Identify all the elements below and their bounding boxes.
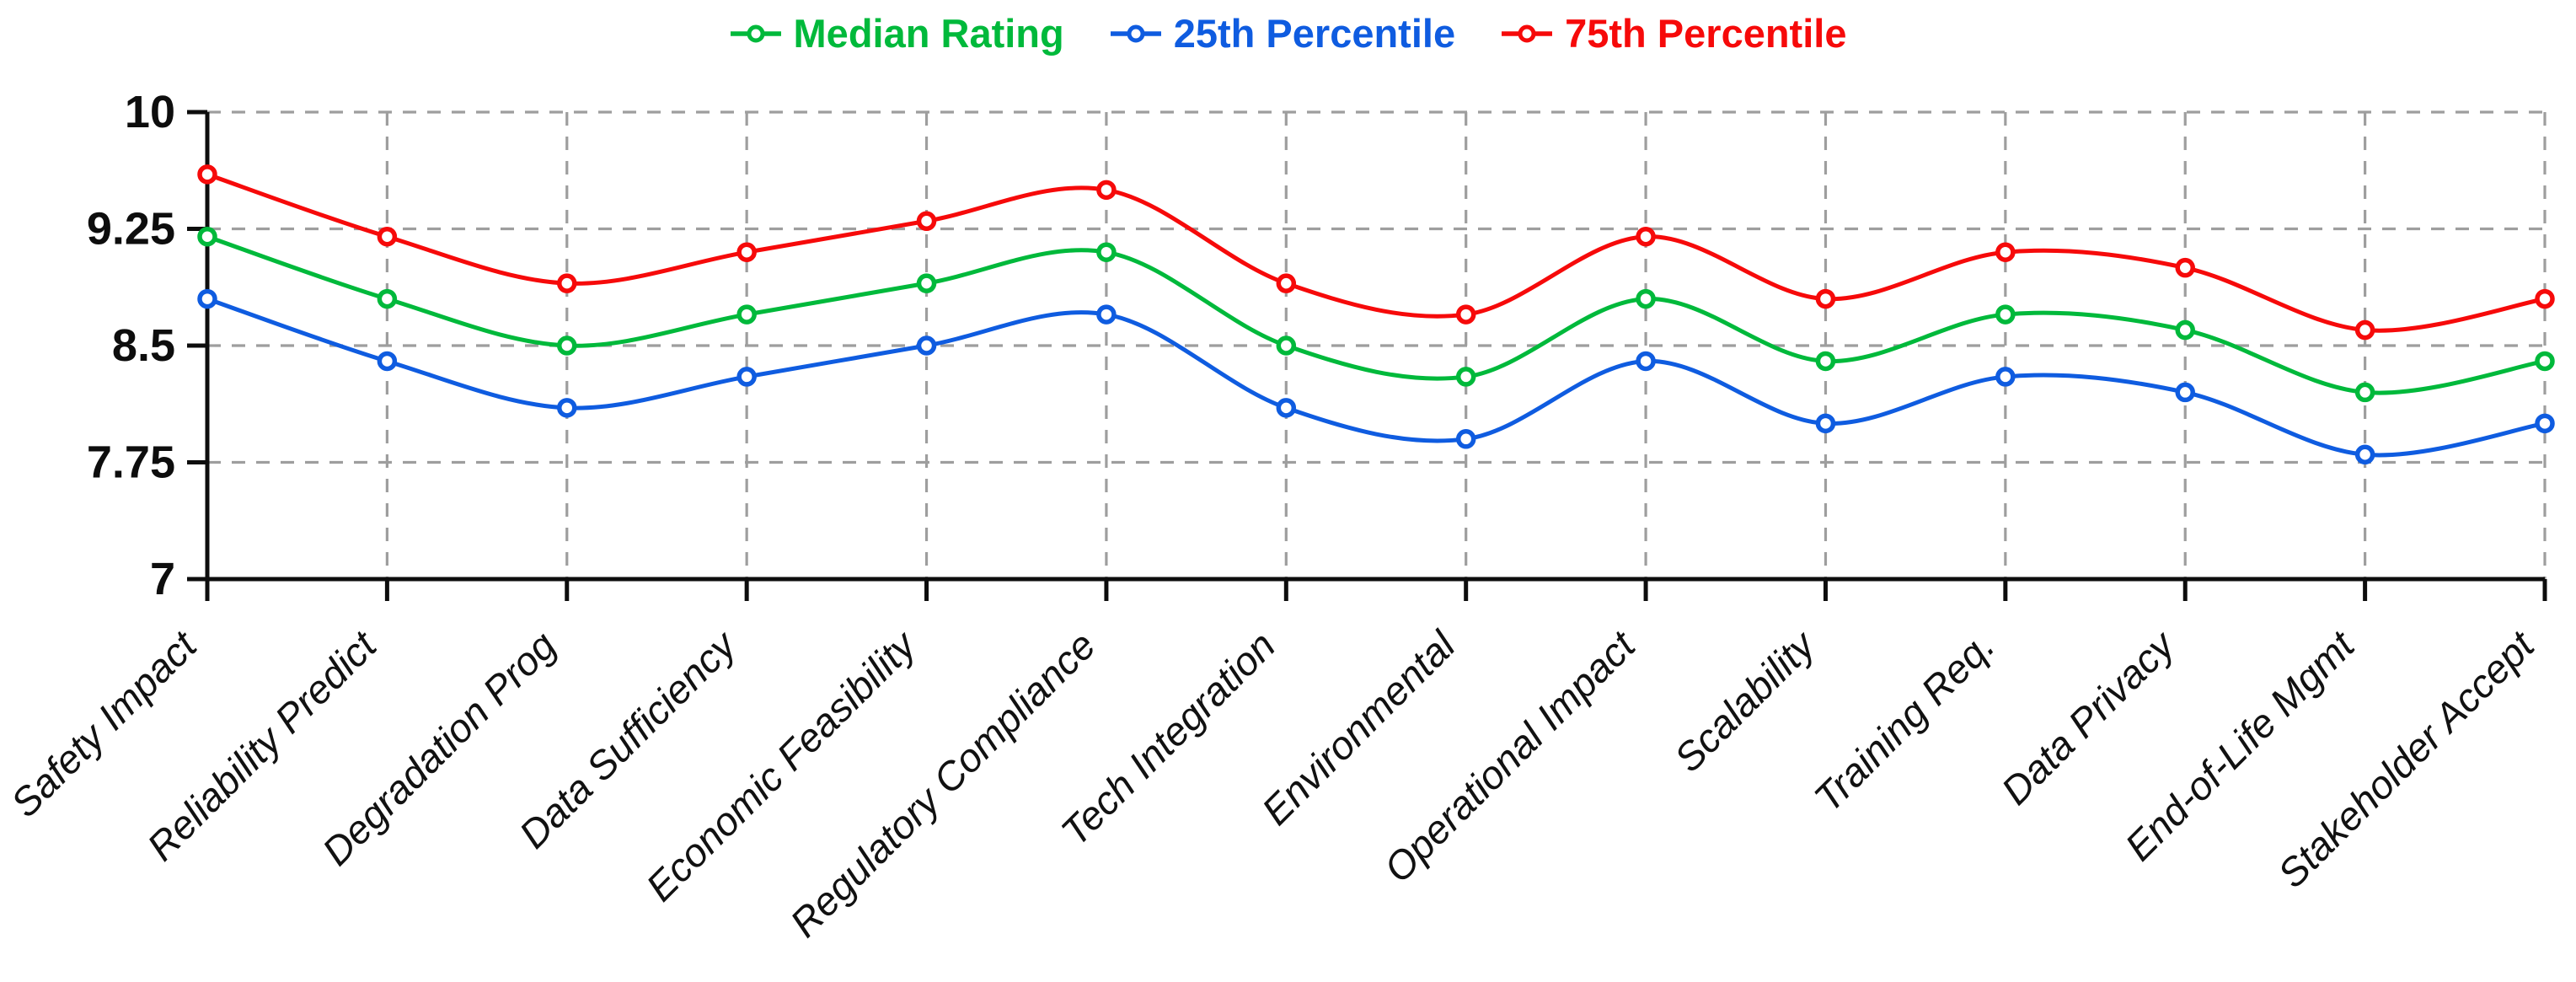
- marker-25th-percentile-11: [2175, 382, 2195, 403]
- series-line-25th-percentile: [205, 297, 2547, 458]
- marker-75th-percentile-2: [557, 273, 577, 293]
- y-tick-label: 7: [150, 554, 175, 604]
- marker-25th-percentile-3: [736, 367, 757, 387]
- marker-median-rating-9: [1815, 351, 1836, 372]
- legend-marker-75th-percentile-icon: [1501, 24, 1553, 44]
- marker-75th-percentile-1: [377, 226, 398, 247]
- marker-25th-percentile-12: [2354, 444, 2375, 465]
- series-line-median-rating: [205, 234, 2547, 395]
- legend-marker-25th-percentile-icon: [1110, 24, 1162, 44]
- marker-25th-percentile-8: [1636, 351, 1656, 372]
- marker-25th-percentile-5: [1096, 304, 1117, 325]
- marker-median-rating-10: [1995, 304, 2016, 325]
- marker-75th-percentile-0: [197, 164, 217, 185]
- marker-75th-percentile-11: [2175, 257, 2195, 278]
- x-tick-label-regulatory-compliance: Regulatory Compliance: [781, 623, 1104, 946]
- marker-75th-percentile-6: [1276, 273, 1297, 293]
- legend-marker-median-rating-icon: [730, 24, 782, 44]
- x-tick-label-scalability: Scalability: [1665, 621, 1824, 781]
- marker-75th-percentile-9: [1815, 288, 1836, 309]
- legend-item-75th-percentile: 75th Percentile: [1501, 12, 1846, 56]
- marker-median-rating-13: [2535, 351, 2555, 372]
- marker-median-rating-0: [197, 226, 217, 247]
- marker-25th-percentile-6: [1276, 398, 1297, 418]
- series-25th-percentile: [197, 288, 2555, 465]
- legend-item-25th-percentile: 25th Percentile: [1110, 12, 1455, 56]
- marker-median-rating-2: [557, 335, 577, 356]
- x-tick-label-data-privacy: Data Privacy: [1992, 621, 2184, 813]
- marker-75th-percentile-13: [2535, 288, 2555, 309]
- series-75th-percentile: [197, 164, 2555, 341]
- grid-lines: [207, 110, 2547, 579]
- marker-75th-percentile-5: [1096, 180, 1117, 201]
- marker-median-rating-8: [1636, 288, 1656, 309]
- marker-median-rating-6: [1276, 335, 1297, 356]
- marker-25th-percentile-1: [377, 351, 398, 372]
- marker-75th-percentile-8: [1636, 226, 1656, 247]
- legend-label: 75th Percentile: [1565, 11, 1847, 56]
- series-median-rating: [197, 226, 2555, 403]
- x-tick-label-safety-impact: Safety Impact: [2, 621, 206, 825]
- legend-item-median-rating: Median Rating: [730, 12, 1064, 56]
- legend-label: 25th Percentile: [1173, 11, 1456, 56]
- chart-legend: Median Rating 25th Percentile 75th Perce…: [0, 12, 2576, 56]
- marker-25th-percentile-13: [2535, 413, 2555, 434]
- marker-25th-percentile-0: [197, 288, 217, 309]
- y-tick-label: 8.5: [112, 320, 175, 371]
- marker-25th-percentile-9: [1815, 413, 1836, 434]
- marker-75th-percentile-10: [1995, 242, 2016, 262]
- marker-median-rating-11: [2175, 319, 2195, 341]
- marker-median-rating-5: [1096, 242, 1117, 262]
- y-tick-label: 10: [125, 87, 175, 137]
- marker-median-rating-12: [2354, 382, 2375, 403]
- legend-label: Median Rating: [793, 11, 1064, 56]
- marker-median-rating-3: [736, 304, 757, 325]
- y-tick-label: 9.25: [87, 204, 175, 255]
- marker-25th-percentile-2: [557, 398, 577, 418]
- marker-median-rating-7: [1455, 367, 1476, 387]
- x-tick-label-training-req: Training Req.: [1805, 623, 2003, 821]
- y-tick-label: 7.75: [87, 437, 175, 488]
- marker-25th-percentile-4: [916, 335, 937, 356]
- marker-25th-percentile-7: [1455, 429, 1476, 449]
- marker-75th-percentile-4: [916, 211, 937, 232]
- marker-75th-percentile-7: [1455, 304, 1476, 325]
- marker-median-rating-1: [377, 288, 398, 309]
- marker-75th-percentile-3: [736, 242, 757, 262]
- marker-median-rating-4: [916, 273, 937, 293]
- marker-75th-percentile-12: [2354, 319, 2375, 341]
- marker-25th-percentile-10: [1995, 367, 2016, 387]
- series-line-75th-percentile: [205, 172, 2547, 333]
